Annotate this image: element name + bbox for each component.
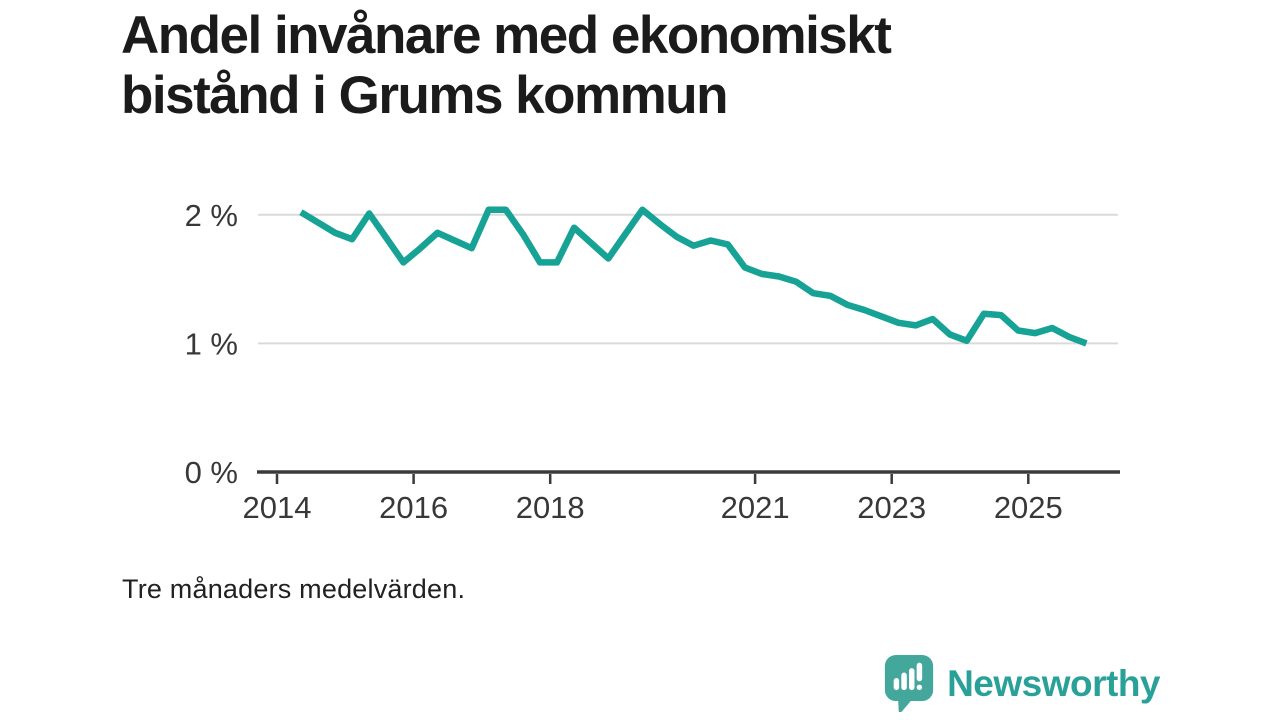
page-title-line-2: bistånd i Grums kommun [121, 66, 729, 125]
y-tick-label: 1 % [185, 326, 238, 361]
bar-chart-icon [893, 662, 923, 691]
x-tick-label: 2018 [516, 490, 585, 525]
x-tick-label: 2025 [994, 490, 1063, 525]
x-tick-label: 2016 [379, 490, 448, 525]
chart-note: Tre månaders medelvärden. [122, 574, 466, 604]
newsworthy-logo: Newsworthy [883, 655, 1160, 712]
y-tick-label: 0 % [185, 455, 238, 490]
page-title: Andel invånare med ekonomiskt bistånd i … [121, 6, 892, 126]
y-tick-label: 2 % [185, 198, 238, 233]
brand-name: Newsworthy [947, 662, 1160, 704]
trend-line [299, 206, 1088, 347]
x-tick-label: 2014 [243, 490, 312, 525]
newsworthy-logo-icon [884, 655, 934, 712]
page-title-line-1: Andel invånare med ekonomiskt [121, 6, 892, 65]
x-tick-label: 2023 [857, 490, 926, 525]
x-tick-label: 2021 [721, 490, 790, 525]
